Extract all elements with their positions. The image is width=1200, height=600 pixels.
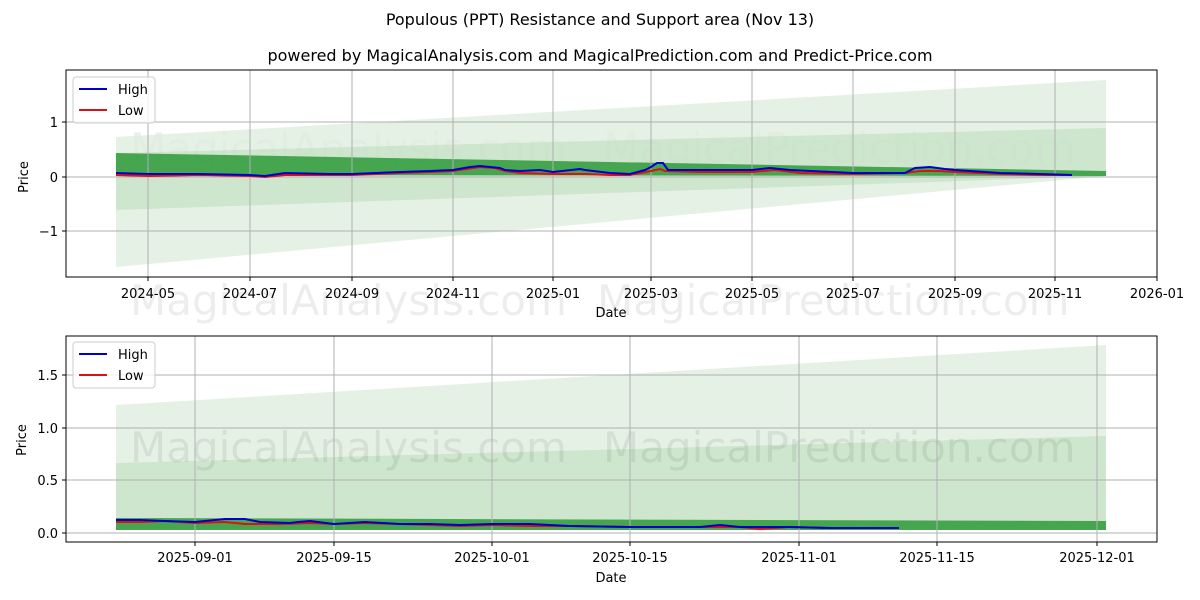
bottom-y-axis-label: Price: [15, 424, 30, 456]
y-tick-label: 1.5: [37, 369, 58, 384]
x-tick-label: 2025-05: [725, 287, 779, 302]
bottom-y-tick-labels: 1.5 1.0 0.5 0.0: [37, 369, 58, 542]
x-tick-label: 2025-01: [526, 287, 580, 302]
bottom-x-axis-label: Date: [595, 571, 626, 586]
bottom-axes-frame: [65, 335, 1158, 543]
watermark-magicalprediction: MagicalPrediction.com: [603, 423, 1076, 472]
bottom-x-tick-labels: 2025-09-01 2025-09-15 2025-10-01 2025-10…: [157, 551, 1135, 566]
chart-title: Populous (PPT) Resistance and Support ar…: [385, 10, 815, 29]
x-tick-label: 2025-11-15: [899, 551, 975, 566]
chart-subtitle: powered by MagicalAnalysis.com and Magic…: [267, 46, 933, 65]
x-tick-label: 2024-05: [121, 287, 175, 302]
x-tick-label: 2025-09: [928, 287, 982, 302]
x-tick-label: 2025-12-01: [1059, 551, 1135, 566]
x-axis-label: Date: [595, 306, 626, 321]
legend-low-label: Low: [118, 369, 144, 384]
watermark-magicalanalysis: MagicalAnalysis.com: [130, 423, 567, 472]
x-tick-label: 2025-10-15: [592, 551, 668, 566]
x-tick-label: 2025-03: [624, 287, 678, 302]
y-tick-label: 0: [50, 171, 58, 186]
x-tick-label: 2024-11: [426, 287, 480, 302]
low-line: [115, 165, 1072, 179]
x-tick-label: 2025-11: [1028, 287, 1082, 302]
watermark-layer-bottom: MagicalAnalysis.com MagicalPrediction.co…: [130, 423, 1076, 472]
legend-high-label: High: [118, 348, 148, 363]
high-line: [115, 162, 1073, 178]
x-ticks: [62, 121, 1158, 281]
x-tick-label: 2024-09: [325, 287, 379, 302]
y-tick-labels: 1 0 −1: [39, 116, 58, 240]
bottom-grid: [66, 336, 1157, 542]
full-range-chart: MagicalAnalysis.com MagicalPrediction.co…: [17, 69, 1184, 325]
core-band: [116, 153, 1106, 176]
watermark-magicalanalysis-lower: MagicalAnalysis.com: [130, 276, 567, 325]
bottom-bands: [116, 345, 1106, 530]
x-tick-label: 2025-07: [826, 287, 880, 302]
watermark-magicalprediction-lower: MagicalPrediction.com: [597, 276, 1070, 325]
mid-band: [116, 436, 1106, 530]
x-tick-label: 2025-09-15: [296, 551, 372, 566]
x-tick-label: 2025-10-01: [454, 551, 530, 566]
bottom-ticks: [62, 374, 1098, 546]
bottom-high-line: [116, 518, 899, 529]
y-tick-label: 0.0: [37, 527, 58, 542]
legend-high-label: High: [118, 83, 148, 98]
y-tick-label: 0.5: [37, 474, 58, 489]
x-tick-label: 2025-09-01: [157, 551, 233, 566]
x-tick-labels: 2024-05 2024-07 2024-09 2024-11 2025-01 …: [121, 287, 1184, 302]
y-tick-label: 1: [50, 116, 58, 131]
y-axis-label: Price: [17, 161, 32, 193]
axes-frame: [65, 69, 1158, 278]
y-tick-label: −1: [39, 225, 58, 240]
legend: High Low: [72, 76, 156, 124]
legend-low-label: Low: [118, 104, 144, 119]
y-tick-label: 1.0: [37, 422, 58, 437]
x-tick-label: 2025-11-01: [761, 551, 837, 566]
bottom-legend: High Low: [72, 341, 156, 389]
x-tick-label: 2026-01: [1130, 287, 1184, 302]
x-tick-label: 2024-07: [223, 287, 277, 302]
